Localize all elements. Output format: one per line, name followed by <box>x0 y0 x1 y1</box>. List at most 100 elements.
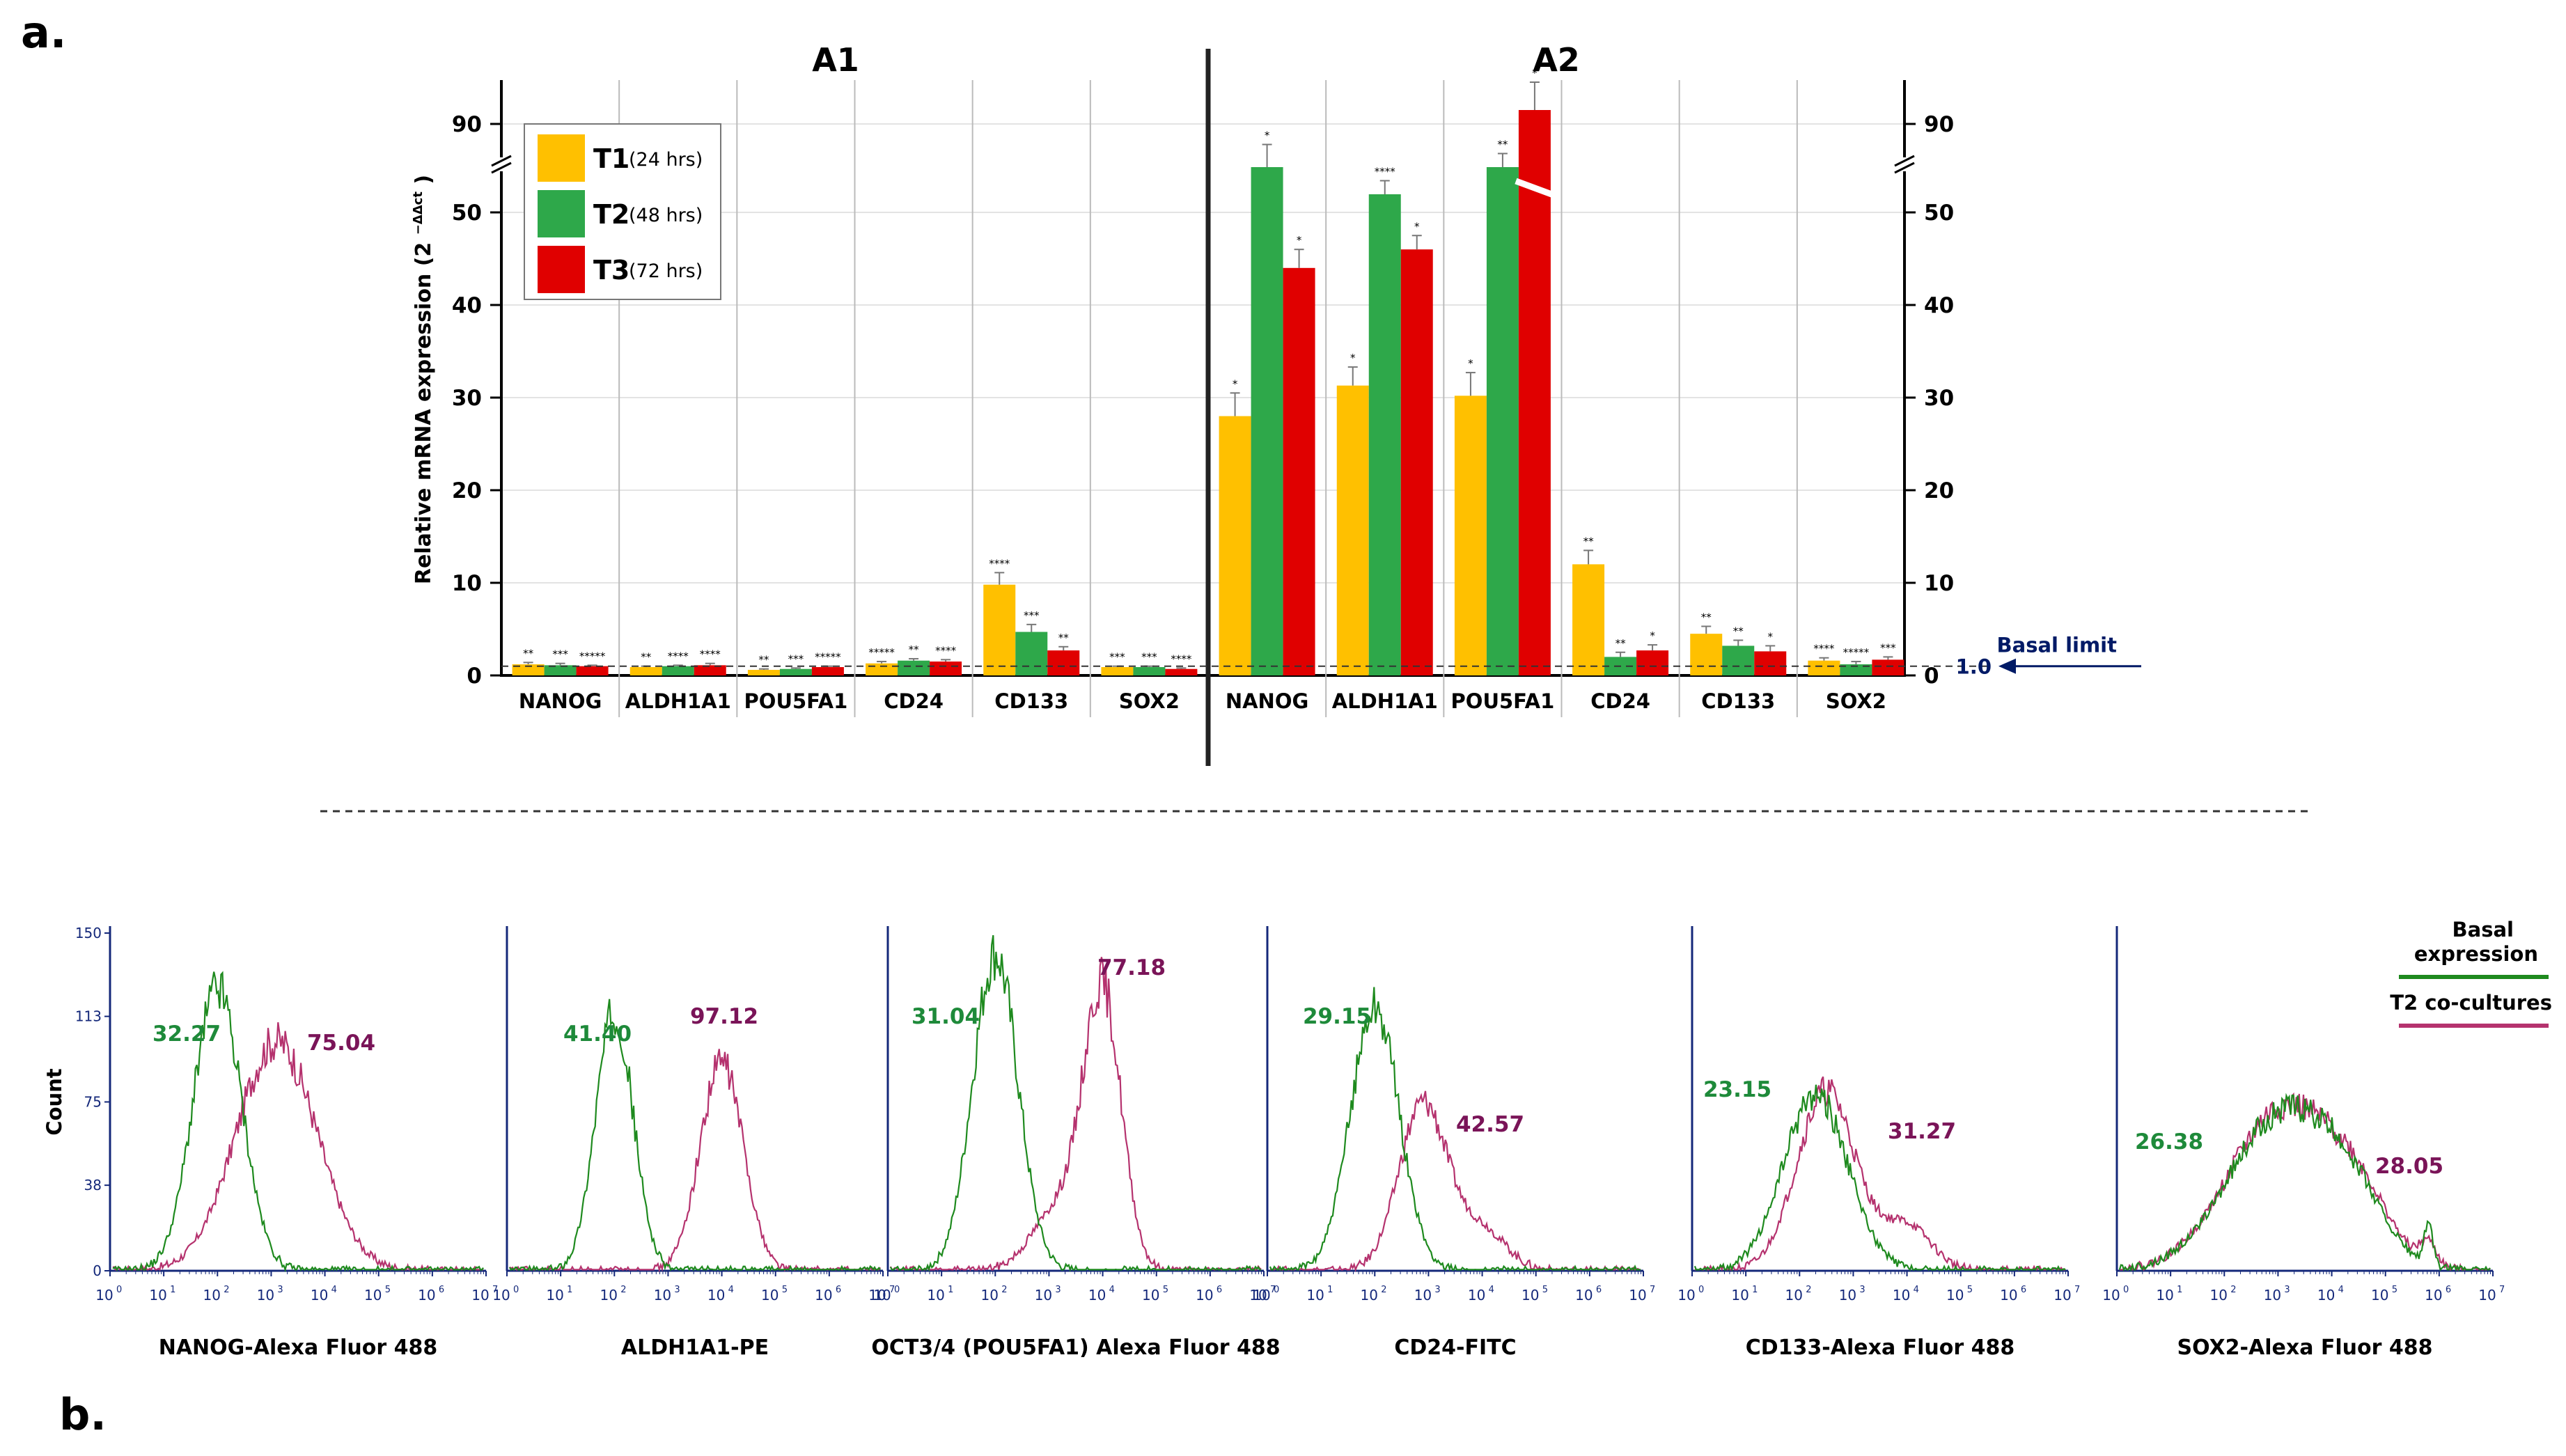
x-tick-label: SOX2 <box>1826 689 1886 713</box>
y-tick-label-right: 10 <box>1924 571 1954 596</box>
hist-x-tick-label: 10 <box>149 1287 166 1304</box>
hist-x-tick-label: 10 <box>2102 1287 2120 1304</box>
hist-x-tick-label: 10 <box>1196 1287 1213 1304</box>
legend-basal-line1: Basal <box>2452 918 2514 941</box>
hist-x-tick-label: 10 <box>1839 1287 1856 1304</box>
hist-x-axis-label: ALDH1A1-PE <box>621 1336 769 1360</box>
hist-x-tick-exponent: 2 <box>224 1285 229 1295</box>
hist-x-tick-exponent: 6 <box>2446 1285 2451 1295</box>
significance-marker: **** <box>668 650 689 662</box>
bar-a1-aldh1a1-t3 <box>694 665 726 675</box>
x-tick-label: CD24 <box>1590 689 1650 713</box>
significance-marker: ***** <box>579 650 606 662</box>
significance-marker: **** <box>935 644 957 657</box>
y-axis-label-sup: −ΔΔct <box>411 191 425 235</box>
x-tick-label: ALDH1A1 <box>1332 689 1438 713</box>
significance-marker: ** <box>909 643 920 656</box>
hist-x-tick-exponent: 2 <box>2230 1285 2236 1295</box>
hist-x-tick-exponent: 2 <box>1381 1285 1386 1295</box>
significance-marker: * <box>1468 357 1473 370</box>
hist-x-tick-exponent: 7 <box>1650 1285 1655 1295</box>
significance-marker: *** <box>788 652 804 665</box>
hist-x-tick-label: 10 <box>257 1287 274 1304</box>
hist-x-tick-label: 10 <box>2478 1287 2496 1304</box>
legend-swatch-t1 <box>538 134 585 182</box>
bar-a2-pou5fa1-t1 <box>1454 396 1487 675</box>
hist-x-tick-exponent: 0 <box>116 1285 122 1295</box>
significance-marker: ***** <box>1843 646 1870 659</box>
axis-break-mark <box>1894 155 1915 167</box>
hist-x-tick-label: 10 <box>1253 1287 1270 1304</box>
bar-a2-cd24-t1 <box>1572 564 1605 675</box>
hist-x-axis-label: SOX2-Alexa Fluor 488 <box>2177 1336 2433 1360</box>
hist-x-tick-exponent: 7 <box>1270 1285 1276 1295</box>
legend-swatch-t3 <box>538 246 585 293</box>
hist-x-tick-label: 10 <box>1629 1287 1646 1304</box>
significance-marker: ***** <box>815 651 841 664</box>
hist-x-tick-exponent: 1 <box>948 1285 953 1295</box>
hist-x-tick-exponent: 7 <box>2499 1285 2505 1295</box>
hist-x-tick-exponent: 4 <box>1109 1285 1115 1295</box>
significance-marker: ***** <box>868 646 895 659</box>
significance-marker: * <box>1350 352 1356 364</box>
hist-y-tick-label: 38 <box>84 1177 102 1193</box>
hist-y-tick-label: 0 <box>93 1262 102 1279</box>
group-title-a2: A2 <box>1533 41 1580 79</box>
bar-a2-cd133-t2 <box>1722 645 1755 675</box>
hist-x-tick-label: 10 <box>418 1287 435 1304</box>
hist-x-tick-label: 10 <box>2264 1287 2281 1304</box>
y-tick-label-left: 10 <box>452 571 482 596</box>
hist-x-axis-label: CD24-FITC <box>1394 1336 1516 1360</box>
significance-marker: * <box>1265 130 1270 142</box>
hist-x-tick-label: 10 <box>1361 1287 1378 1304</box>
bar-a1-sox2-t1 <box>1101 667 1134 675</box>
panel-label-a: a. <box>21 7 67 58</box>
bar-a1-nanog-t3 <box>576 666 609 675</box>
coculture-percentage: 42.57 <box>1456 1112 1524 1137</box>
significance-marker: *** <box>552 648 568 661</box>
bar-a1-sox2-t2 <box>1133 667 1166 675</box>
hist-x-tick-label: 10 <box>1785 1287 1803 1304</box>
bar-a2-aldh1a1-t3 <box>1400 249 1433 675</box>
coculture-histogram <box>1694 1076 2066 1271</box>
y-axis-label-close: ) <box>412 175 436 191</box>
hist-x-tick-exponent: 6 <box>1596 1285 1602 1295</box>
significance-marker: ** <box>1058 632 1070 644</box>
significance-marker: * <box>1233 377 1238 390</box>
y-tick-label-right: 20 <box>1924 478 1954 503</box>
hist-x-tick-label: 10 <box>761 1287 779 1304</box>
hist-x-tick-label: 10 <box>364 1287 382 1304</box>
hist-x-tick-label: 10 <box>2156 1287 2173 1304</box>
coculture-percentage: 97.12 <box>690 1004 758 1029</box>
legend-basal-line2: expression <box>2414 942 2538 966</box>
basal-percentage: 26.38 <box>2135 1129 2203 1154</box>
significance-marker: ** <box>523 647 534 659</box>
significance-marker: **** <box>700 648 721 661</box>
y-tick-label-left: 30 <box>452 386 482 411</box>
legend-label-t1: T1 <box>593 143 629 174</box>
y-tick-label-left: 20 <box>452 478 482 503</box>
coculture-percentage: 28.05 <box>2375 1154 2443 1179</box>
x-tick-label: POU5FA1 <box>744 689 848 713</box>
hist-x-axis-label: CD133-Alexa Fluor 488 <box>1746 1336 2015 1360</box>
bar-a1-cd24-t2 <box>898 660 930 675</box>
hist-x-tick-label: 10 <box>1731 1287 1749 1304</box>
y-tick-label-right: 0 <box>1924 664 1939 689</box>
y-axis-label-main: Relative mRNA expression (2 <box>412 235 436 584</box>
hist-x-tick-label: 10 <box>1575 1287 1593 1304</box>
hist-x-tick-exponent: 4 <box>1489 1285 1494 1295</box>
basal-histogram <box>112 971 484 1273</box>
hist-x-tick-label: 10 <box>2317 1287 2335 1304</box>
hist-x-tick-label: 10 <box>1142 1287 1159 1304</box>
hist-x-tick-exponent: 1 <box>2177 1285 2182 1295</box>
hist-x-tick-label: 10 <box>873 1287 891 1304</box>
hist-x-tick-exponent: 5 <box>2392 1285 2397 1295</box>
hist-x-tick-exponent: 1 <box>567 1285 572 1295</box>
hist-x-axis-label: OCT3/4 (POU5FA1) Alexa Fluor 488 <box>871 1336 1280 1360</box>
coculture-percentage: 77.18 <box>1097 955 1166 980</box>
hist-x-tick-exponent: 4 <box>1914 1285 1919 1295</box>
bar-a2-nanog-t2 <box>1251 167 1283 675</box>
bar-a1-nanog-t1 <box>512 664 545 675</box>
hist-x-tick-exponent: 4 <box>331 1285 337 1295</box>
